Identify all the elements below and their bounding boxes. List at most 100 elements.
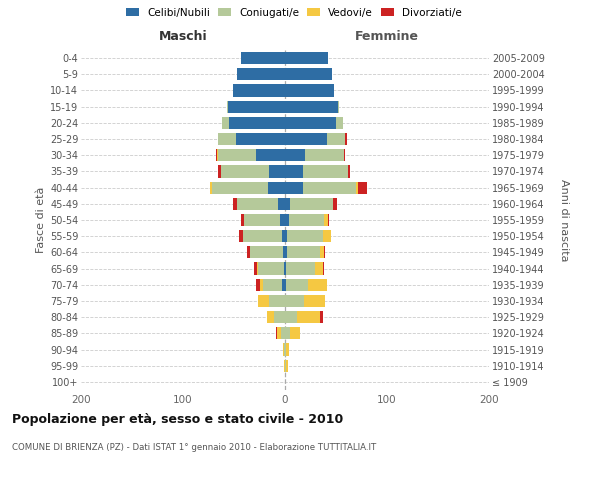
Bar (263, 278, 282, 291)
Bar (285, 311, 297, 323)
Bar (228, 100, 285, 112)
Bar (333, 198, 337, 210)
Bar (304, 166, 348, 177)
Bar (280, 214, 285, 226)
Bar (308, 278, 327, 291)
Bar (297, 311, 320, 323)
Bar (356, 182, 358, 194)
Bar (257, 262, 259, 274)
Bar (290, 198, 333, 210)
Bar (285, 100, 338, 112)
Bar (256, 278, 260, 291)
Text: COMUNE DI BRIENZA (PZ) - Dati ISTAT 1° gennaio 2010 - Elaborazione TUTTITALIA.IT: COMUNE DI BRIENZA (PZ) - Dati ISTAT 1° g… (12, 442, 376, 452)
Bar (285, 149, 305, 162)
Bar (286, 344, 289, 355)
Bar (314, 262, 323, 274)
Bar (260, 278, 263, 291)
Bar (348, 166, 350, 177)
Bar (345, 133, 347, 145)
Bar (285, 278, 286, 291)
Bar (338, 100, 339, 112)
Bar (285, 246, 287, 258)
Bar (281, 328, 285, 340)
Bar (284, 262, 285, 274)
Bar (250, 246, 283, 258)
Bar (221, 166, 269, 177)
Bar (285, 360, 286, 372)
Text: Popolazione per età, sesso e stato civile - 2010: Popolazione per età, sesso e stato civil… (12, 412, 343, 426)
Bar (269, 166, 285, 177)
Text: Femmine: Femmine (355, 30, 419, 43)
Bar (239, 230, 243, 242)
Bar (285, 166, 304, 177)
Bar (243, 230, 282, 242)
Bar (276, 328, 277, 340)
Bar (266, 311, 274, 323)
Bar (209, 182, 212, 194)
Bar (285, 344, 286, 355)
Text: Maschi: Maschi (158, 30, 208, 43)
Bar (285, 214, 289, 226)
Bar (268, 182, 285, 194)
Bar (227, 100, 228, 112)
Bar (323, 262, 324, 274)
Bar (244, 214, 280, 226)
Bar (274, 311, 285, 323)
Bar (285, 262, 286, 274)
Bar (236, 133, 285, 145)
Bar (283, 246, 285, 258)
Bar (358, 182, 367, 194)
Bar (269, 295, 285, 307)
Bar (284, 344, 285, 355)
Bar (344, 149, 345, 162)
Bar (285, 230, 287, 242)
Bar (285, 52, 328, 64)
Bar (282, 278, 285, 291)
Bar (286, 360, 288, 372)
Bar (320, 311, 323, 323)
Bar (215, 149, 217, 162)
Y-axis label: Fasce di età: Fasce di età (35, 187, 46, 253)
Bar (237, 198, 278, 210)
Bar (290, 328, 301, 340)
Bar (283, 344, 284, 355)
Bar (305, 149, 344, 162)
Bar (285, 133, 327, 145)
Bar (304, 295, 325, 307)
Bar (241, 52, 285, 64)
Bar (285, 198, 290, 210)
Bar (323, 230, 331, 242)
Bar (259, 262, 284, 274)
Bar (304, 182, 356, 194)
Bar (256, 149, 285, 162)
Bar (222, 117, 229, 129)
Bar (212, 182, 268, 194)
Bar (286, 278, 308, 291)
Bar (287, 230, 323, 242)
Bar (233, 198, 237, 210)
Bar (336, 117, 343, 129)
Bar (324, 214, 328, 226)
Bar (277, 328, 281, 340)
Bar (327, 133, 345, 145)
Bar (218, 166, 221, 177)
Y-axis label: Anni di nascita: Anni di nascita (559, 179, 569, 261)
Bar (286, 262, 314, 274)
Bar (218, 149, 256, 162)
Bar (320, 246, 324, 258)
Bar (285, 295, 304, 307)
Bar (259, 295, 269, 307)
Bar (229, 117, 285, 129)
Bar (284, 360, 285, 372)
Bar (241, 214, 244, 226)
Bar (217, 149, 218, 162)
Bar (285, 117, 336, 129)
Bar (285, 68, 332, 80)
Bar (237, 68, 285, 80)
Bar (324, 246, 325, 258)
Bar (289, 214, 324, 226)
Bar (285, 84, 334, 96)
Bar (254, 262, 257, 274)
Bar (282, 230, 285, 242)
Bar (233, 84, 285, 96)
